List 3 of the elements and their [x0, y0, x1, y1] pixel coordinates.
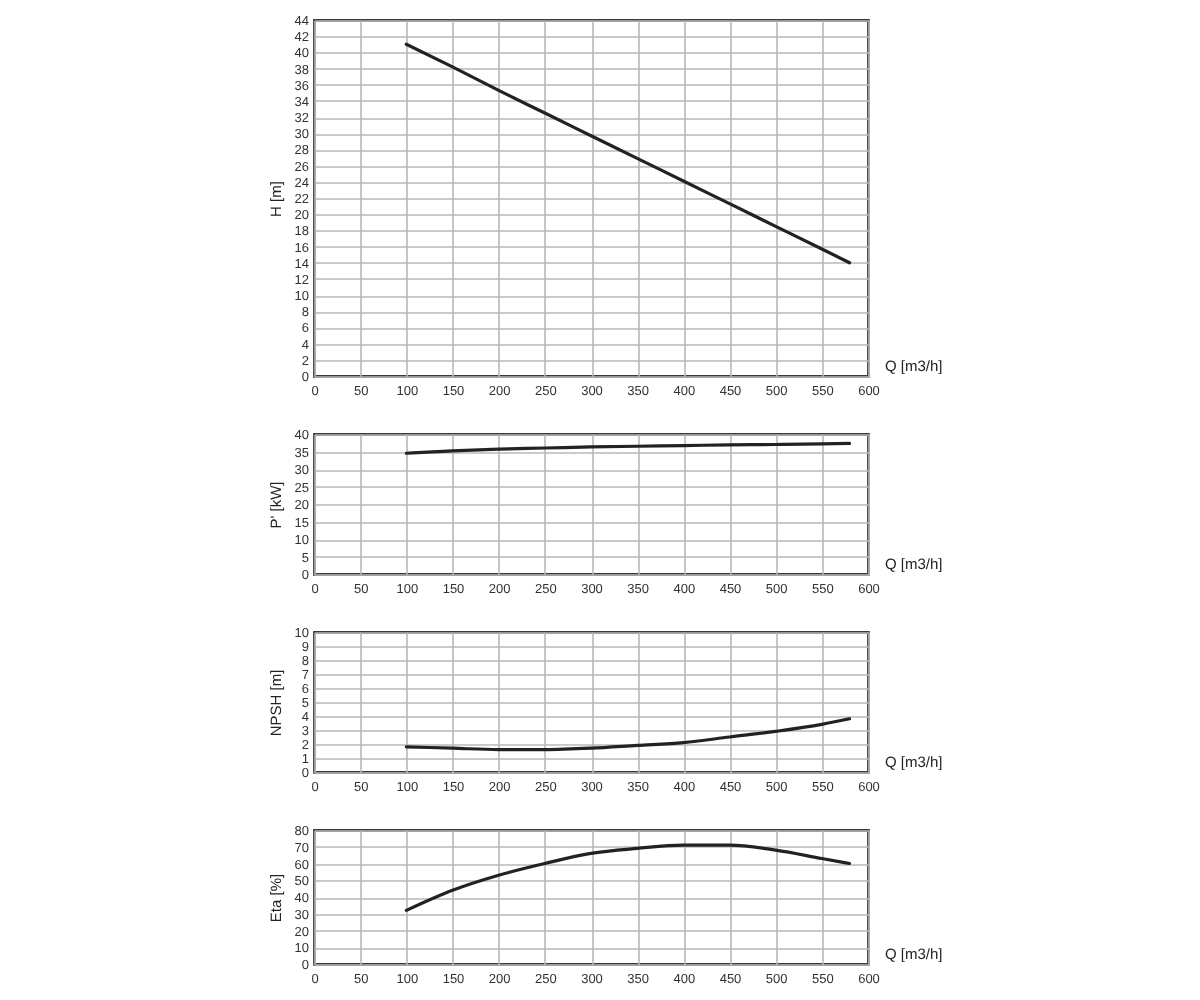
line-series — [404, 717, 852, 752]
line-series — [404, 843, 852, 912]
line-series — [404, 42, 852, 265]
